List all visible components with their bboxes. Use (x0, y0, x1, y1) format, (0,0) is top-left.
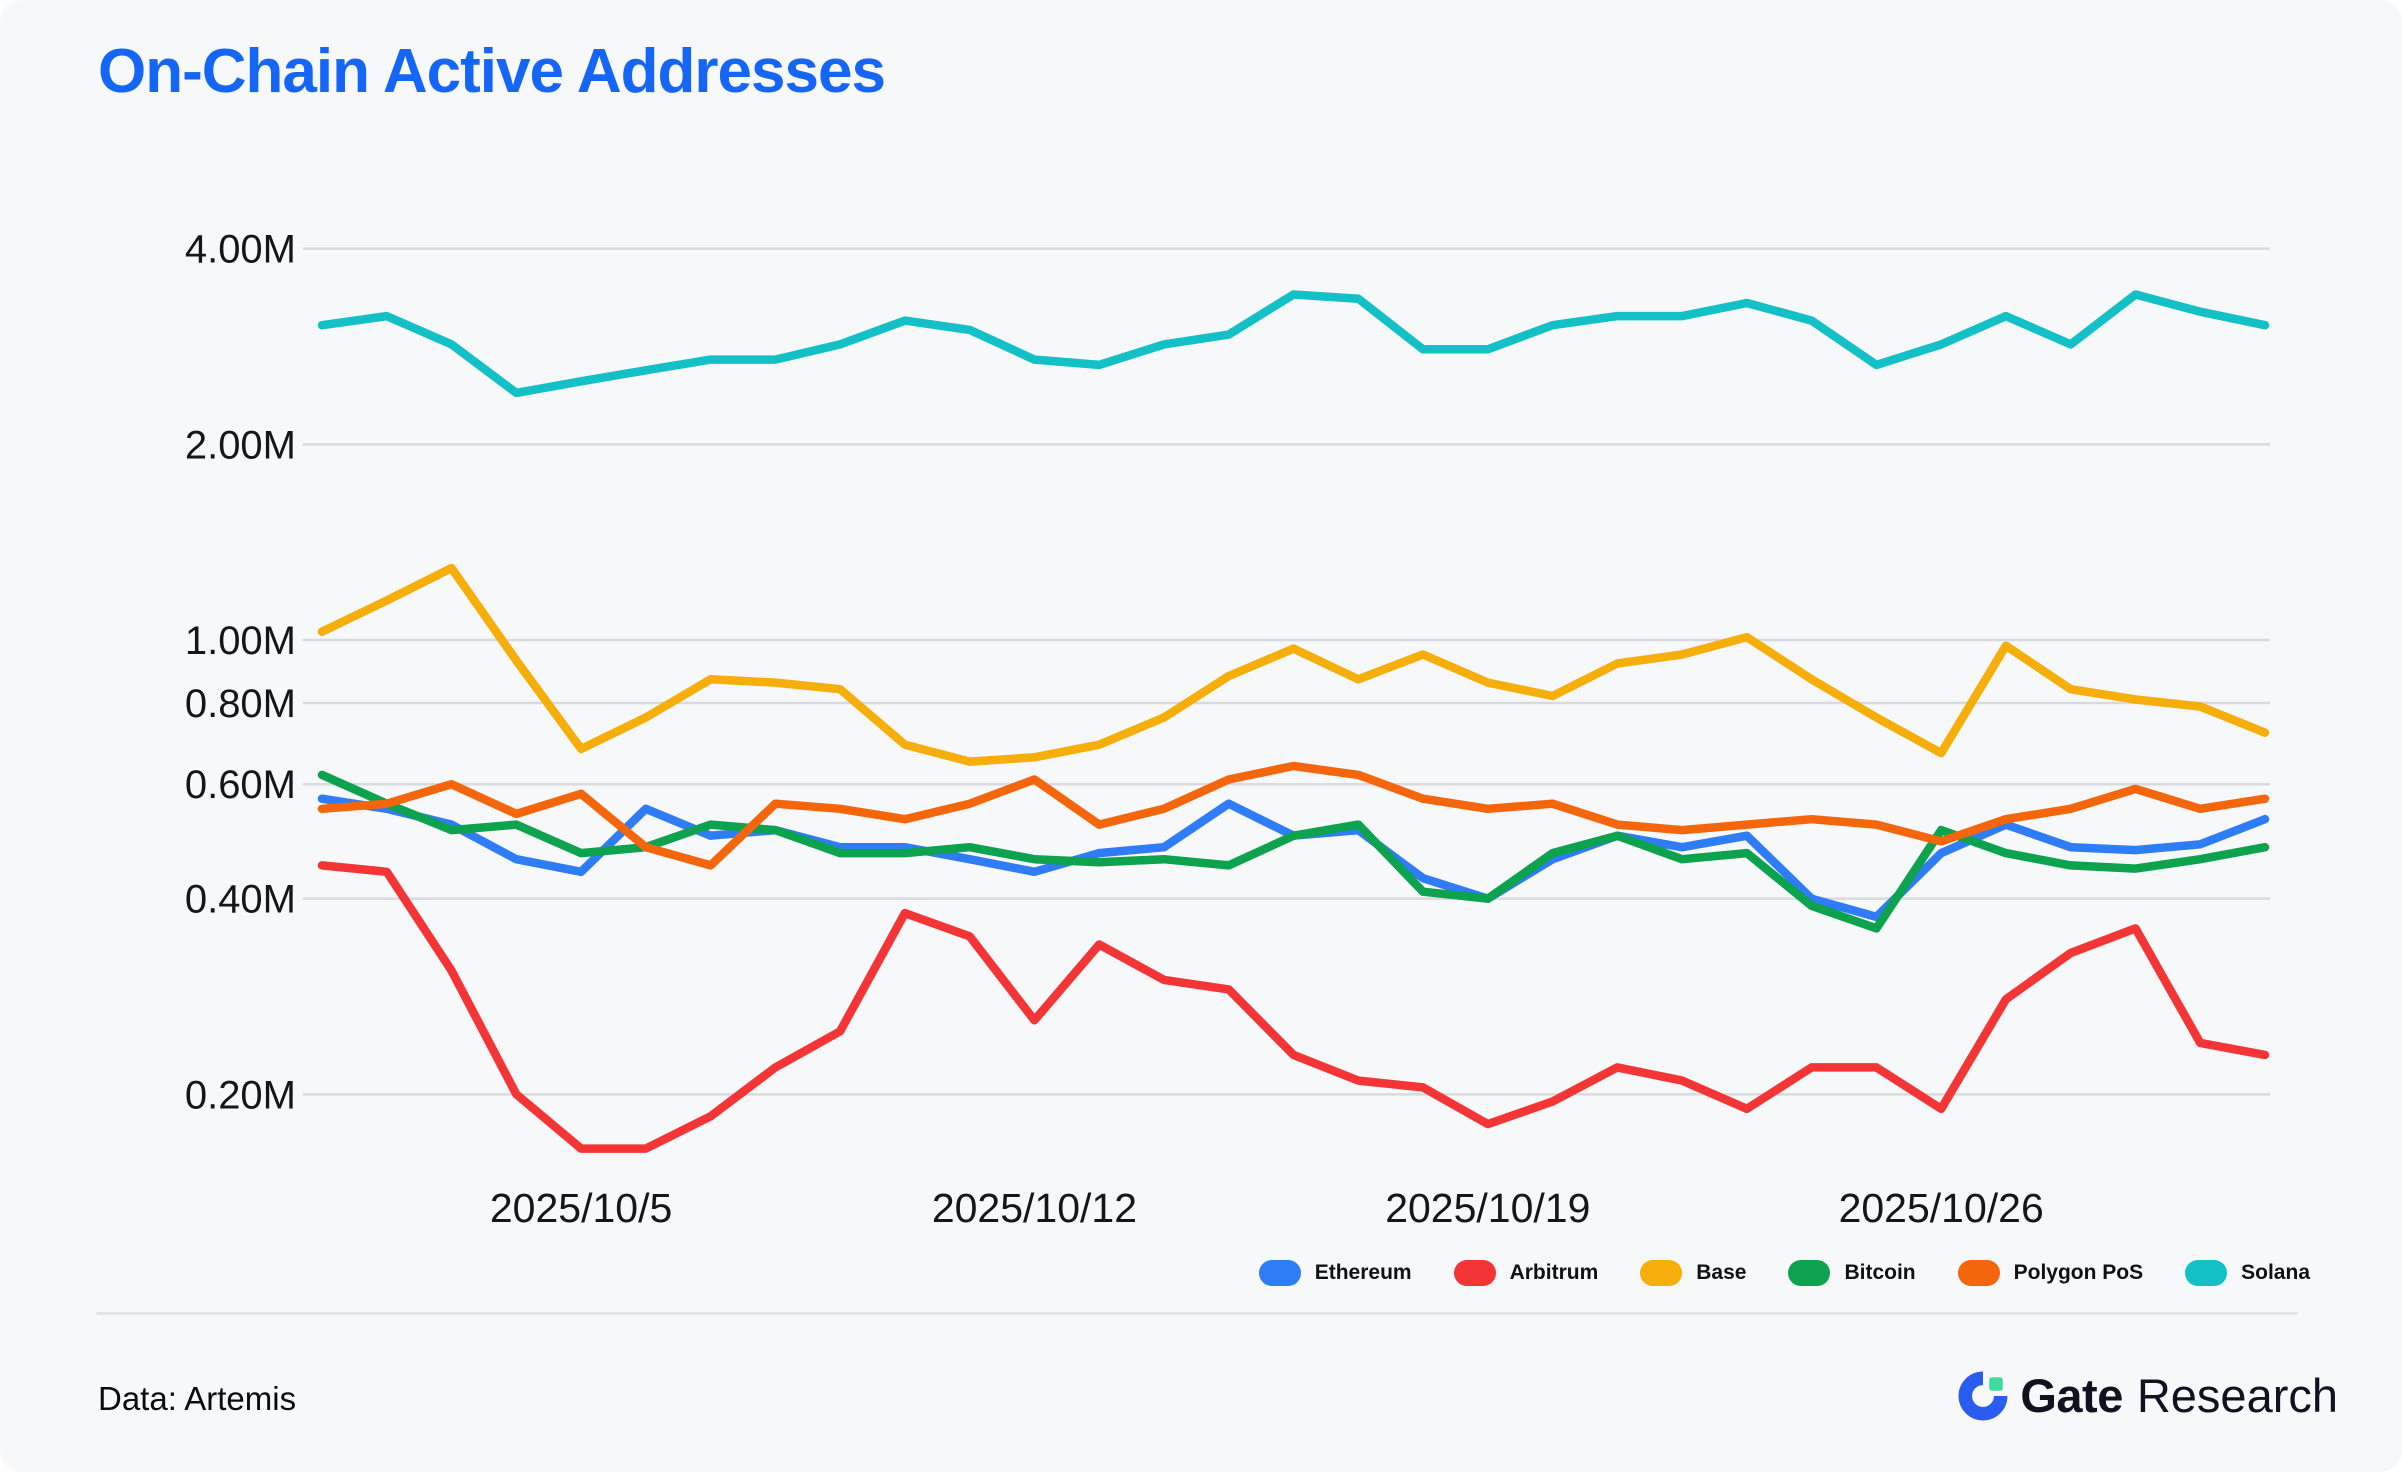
series-line-solana (317, 290, 2270, 398)
chart-legend: Ethereum Arbitrum Base Bitcoin Polygon PoS So… (1258, 1260, 2310, 1286)
brand-name-regular: Research (2136, 1369, 2338, 1422)
y-axis-tick-label: 0.80M (185, 682, 296, 726)
data-source-label: Data: Artemis (98, 1380, 297, 1417)
legend-item-arbitrum: Arbitrum (1453, 1260, 1599, 1286)
legend-item-bitcoin: Bitcoin (1788, 1260, 1916, 1286)
y-axis-tick-label: 0.60M (185, 763, 296, 807)
y-axis-tick-label: 1.00M (185, 619, 296, 663)
x-axis-tick-label: 2025/10/26 (1839, 1185, 2044, 1231)
legend-label: Solana (2241, 1261, 2310, 1284)
chart-canvas: 4.00M 2.00M 1.00M 0.80M 0.60M 0.40M 0.20M 2025/… (185, 228, 2270, 1231)
y-axis-tick-label: 2.00M (185, 423, 296, 467)
series-line-polygon-pos (317, 761, 2270, 870)
gate-research-logo: Gate Research (1958, 1368, 2338, 1423)
legend-label: Polygon PoS (2013, 1261, 2144, 1284)
legend-color-chip (1453, 1260, 1496, 1286)
legend-label: Arbitrum (1509, 1261, 1599, 1284)
legend-color-chip (1640, 1260, 1683, 1286)
y-axis-tick-label: 0.20M (185, 1073, 296, 1117)
x-axis-tick-label: 2025/10/5 (490, 1185, 672, 1231)
active-addresses-chart: 4.00M 2.00M 1.00M 0.80M 0.60M 0.40M 0.20M 2025/… (185, 228, 2270, 1231)
x-axis-tick-label: 2025/10/12 (932, 1185, 1137, 1231)
x-axis-tick-label: 2025/10/19 (1385, 1185, 1590, 1231)
legend-color-chip (1788, 1260, 1831, 1286)
series-line-arbitrum (317, 861, 2270, 1153)
series-line-bitcoin (317, 770, 2270, 933)
legend-item-polygon-pos: Polygon PoS (1957, 1260, 2144, 1286)
y-axis-tick-label: 0.40M (185, 878, 296, 922)
legend-color-chip (2185, 1260, 2228, 1286)
legend-color-chip (1957, 1260, 2000, 1286)
legend-item-base: Base (1640, 1260, 1746, 1286)
legend-item-solana: Solana (2185, 1260, 2310, 1286)
footer-divider (96, 1312, 2298, 1315)
legend-label: Base (1696, 1261, 1747, 1284)
series-line-base (317, 563, 2270, 766)
y-axis-tick-label: 4.00M (185, 228, 296, 272)
legend-color-chip (1258, 1260, 1301, 1286)
legend-label: Ethereum (1314, 1261, 1412, 1284)
brand-name-bold: Gate (2020, 1369, 2123, 1422)
legend-label: Bitcoin (1844, 1261, 1916, 1284)
chart-title: On-Chain Active Addresses (98, 37, 886, 106)
legend-item-ethereum: Ethereum (1258, 1260, 1412, 1286)
gate-logo-icon (1958, 1371, 2008, 1420)
